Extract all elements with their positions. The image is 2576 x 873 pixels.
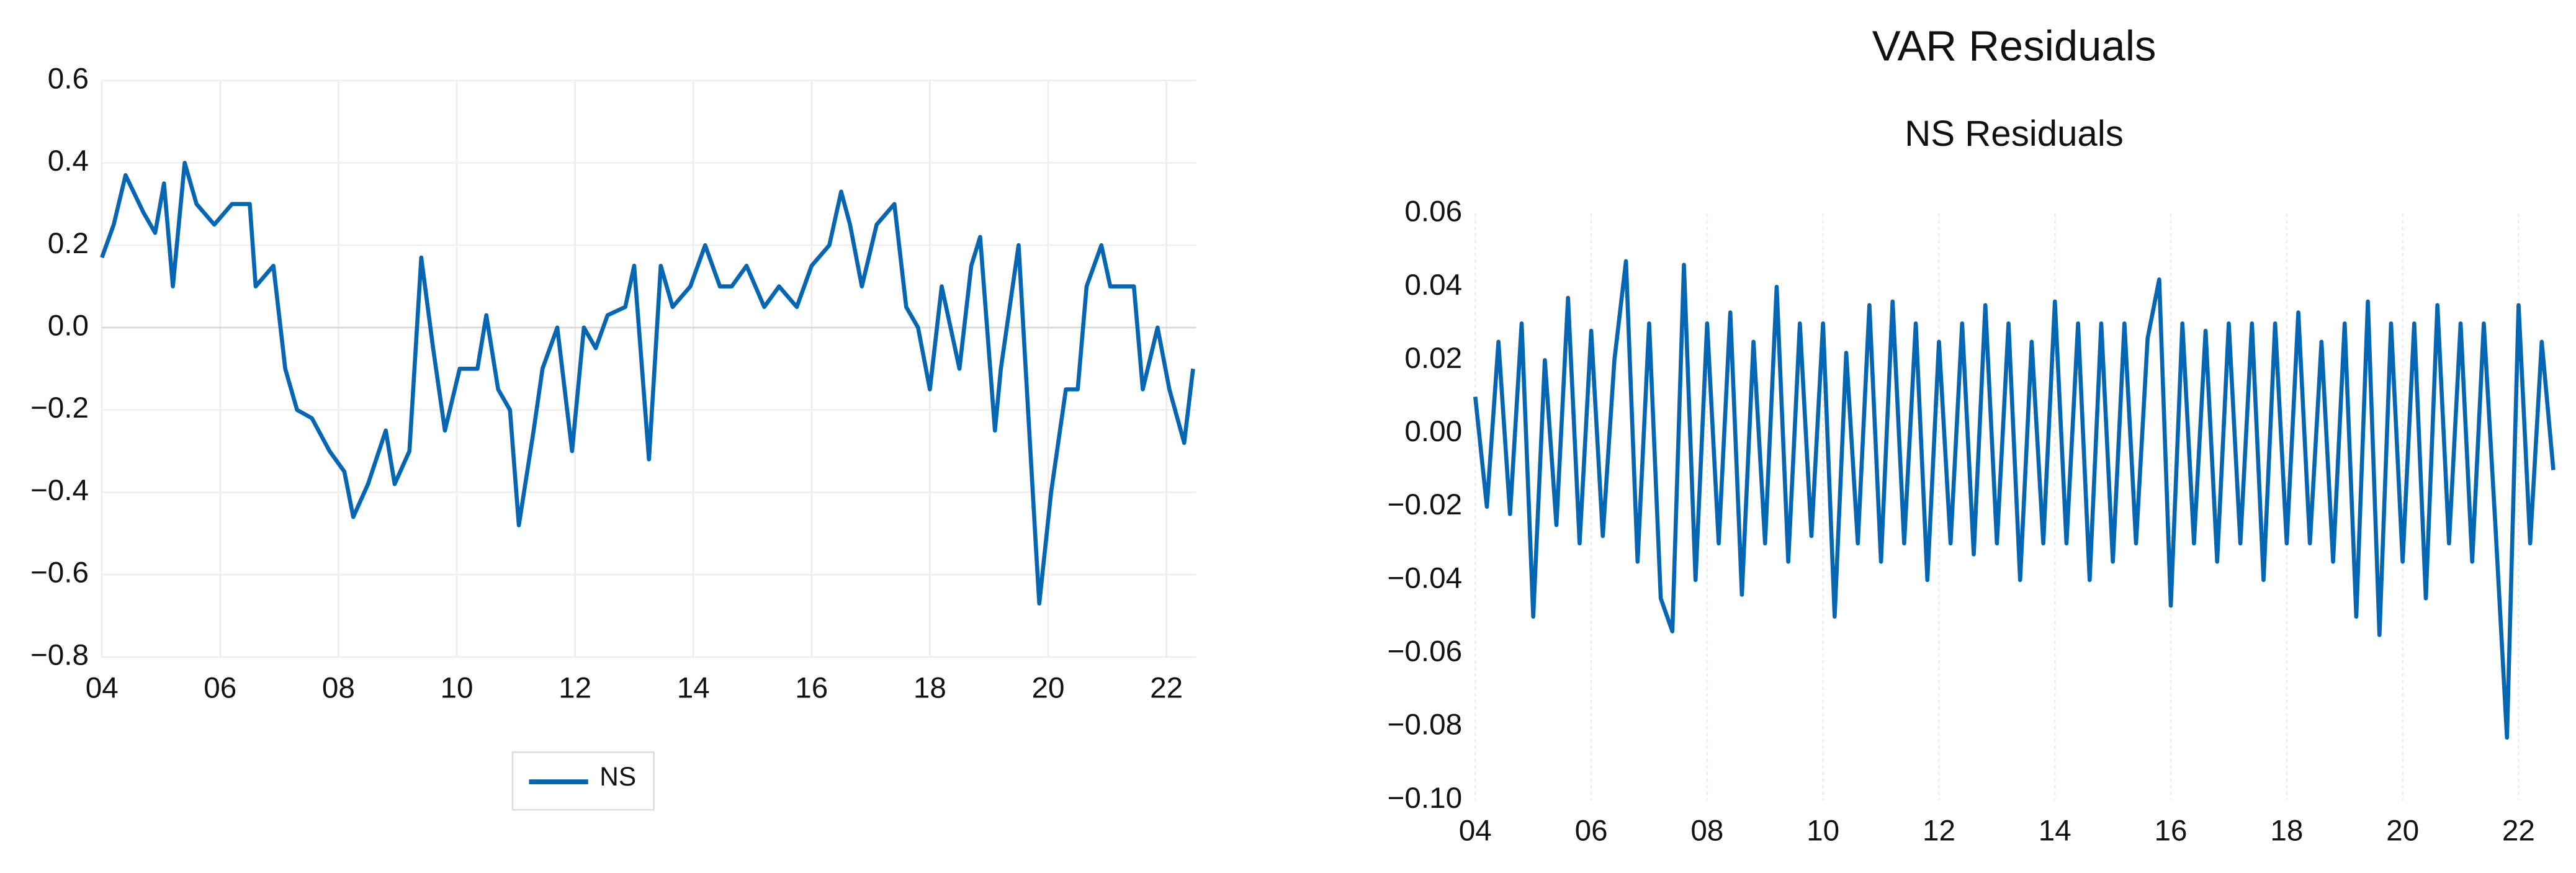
y-tick-label: 0.4 (48, 145, 89, 177)
y-tick-label: −0.10 (1388, 782, 1463, 815)
y-tick-label: −0.08 (1388, 709, 1463, 741)
x-tick-label: 04 (86, 671, 119, 704)
x-tick-label: 10 (1806, 815, 1839, 848)
x-tick-label: 10 (441, 671, 473, 704)
y-tick-label: −0.6 (30, 557, 89, 589)
x-tick-label: 18 (913, 671, 946, 704)
legend-box (511, 751, 655, 811)
x-tick-label: 20 (1032, 671, 1065, 704)
y-tick-label: −0.06 (1388, 635, 1463, 668)
chart-subtitle: NS Residuals (1905, 114, 2124, 154)
x-tick-label: 12 (559, 671, 591, 704)
chart-title: VAR Residuals (1872, 22, 2156, 70)
x-tick-label: 06 (204, 671, 236, 704)
y-tick-label: 0.00 (1404, 415, 1462, 448)
y-tick-label: −0.02 (1388, 488, 1463, 521)
x-tick-label: 08 (322, 671, 355, 704)
x-tick-label: 08 (1690, 815, 1723, 848)
x-tick-label: 20 (2386, 815, 2419, 848)
x-tick-label: 16 (2155, 815, 2188, 848)
y-tick-label: 0.06 (1404, 195, 1462, 228)
y-tick-label: 0.6 (48, 62, 89, 95)
y-tick-label: 0.04 (1404, 269, 1462, 302)
x-tick-label: 16 (795, 671, 828, 704)
x-tick-label: 06 (1575, 815, 1608, 848)
y-tick-label: −0.04 (1388, 562, 1463, 594)
x-tick-label: 18 (2270, 815, 2303, 848)
y-tick-label: −0.4 (30, 474, 89, 507)
y-tick-label: 0.0 (48, 310, 89, 342)
y-tick-label: 0.02 (1404, 342, 1462, 375)
y-tick-label: −0.2 (30, 392, 89, 424)
x-tick-label: 14 (677, 671, 710, 704)
x-tick-label: 22 (2502, 815, 2535, 848)
x-tick-label: 14 (2039, 815, 2071, 848)
y-tick-label: 0.2 (48, 227, 89, 260)
data-line (100, 161, 1195, 606)
x-tick-label: 04 (1459, 815, 1492, 848)
x-tick-label: 12 (1923, 815, 1955, 848)
legend-label: NS (599, 762, 636, 791)
data-line (1473, 259, 2556, 740)
y-tick-label: −0.8 (30, 638, 89, 671)
x-tick-label: 22 (1150, 671, 1183, 704)
